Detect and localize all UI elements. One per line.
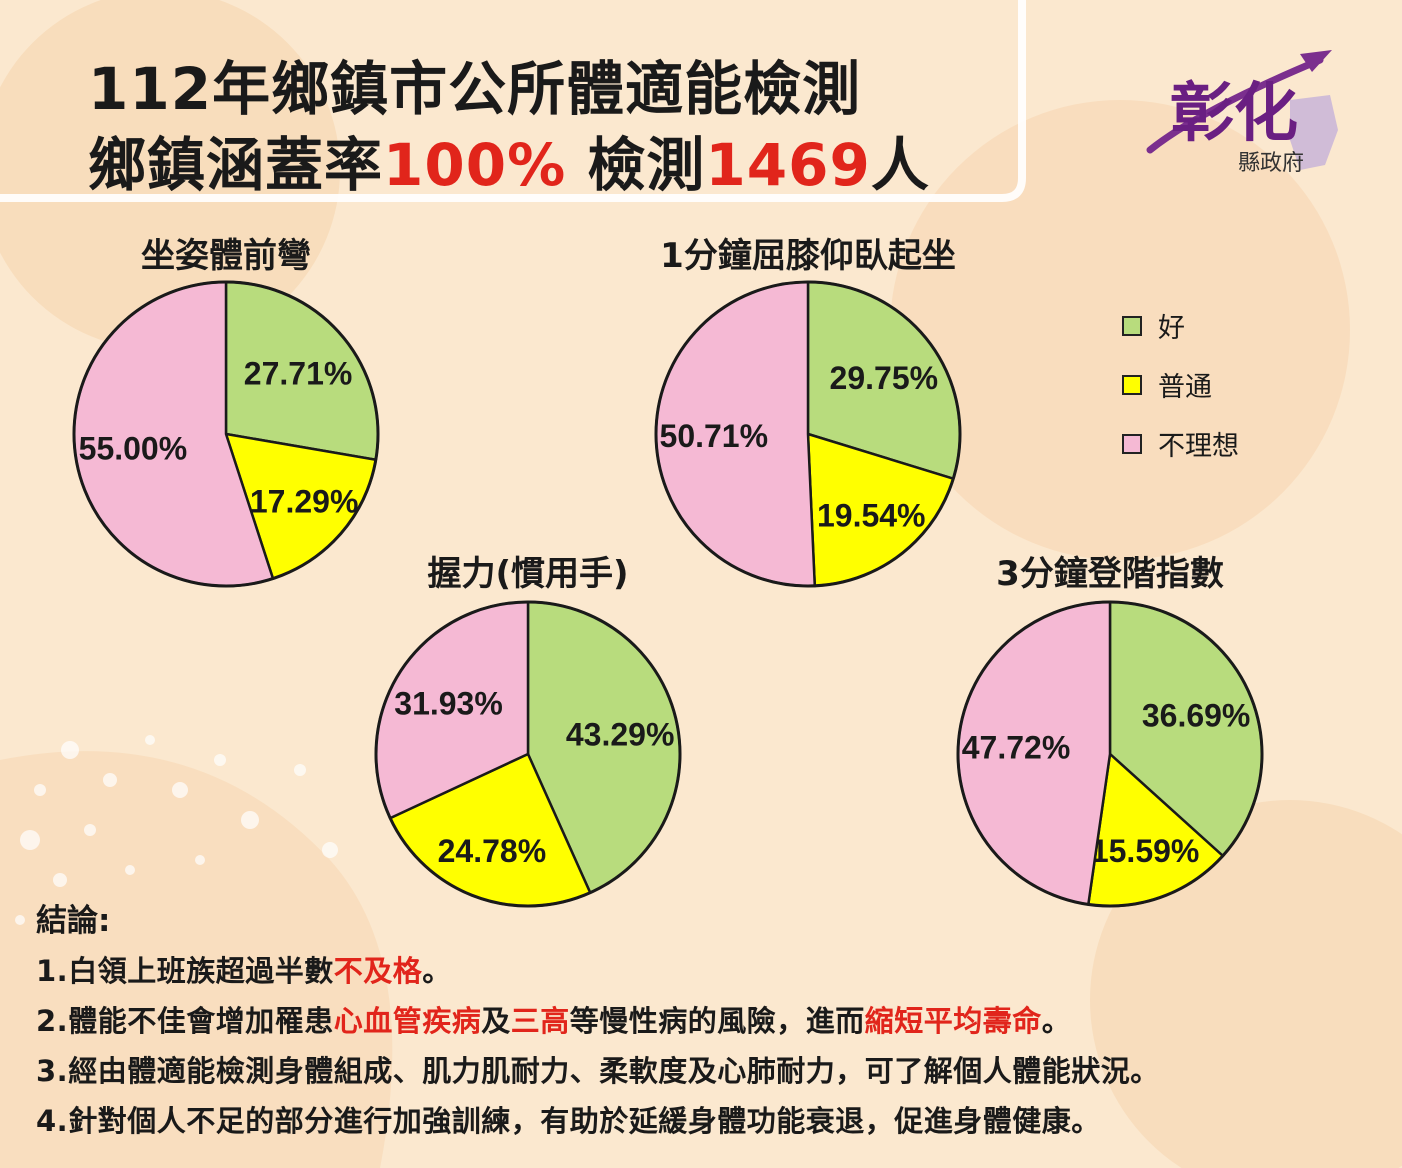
pie-outline <box>956 600 1264 908</box>
pie-label-average: 24.78% <box>438 833 547 869</box>
page-title-line1: 112年鄉鎮市公所體適能檢測 <box>88 55 862 123</box>
chart-title-sit-and-reach: 坐姿體前彎 <box>141 236 311 276</box>
conclusion-line-4: 4.針對個人不足的部分進行加強訓練，有助於延緩身體功能衰退，促進身體健康。 <box>36 1096 1160 1146</box>
conclusion-section: 結論: 1.白領上班族超過半數不及格。 2.體能不佳會增加罹患心血管疾病及三高等… <box>36 895 1160 1146</box>
legend: 好 普通 不理想 <box>1122 296 1239 473</box>
legend-swatch-poor <box>1122 433 1142 454</box>
legend-item-poor: 不理想 <box>1122 414 1239 473</box>
chart-title-grip-strength: 握力(慣用手) <box>427 554 629 594</box>
conclusion-line-2-segment-3: 三高 <box>510 1004 570 1038</box>
conclusion-line-1-segment-1: 不及格 <box>333 954 423 988</box>
title-line2-segment-3: 1469 <box>705 131 871 199</box>
pie-chart-situps: 29.75% 19.54% 50.71% <box>654 280 962 588</box>
pie-outline <box>72 280 380 588</box>
pie-label-good: 36.69% <box>1142 698 1251 734</box>
logo-graphic: 彰化 縣政府 <box>1146 50 1338 176</box>
conclusion-line-2-segment-2: 及 <box>481 1004 511 1038</box>
pie-label-poor: 31.93% <box>394 685 503 721</box>
conclusion-line-2-segment-5: 縮短平均壽命 <box>864 1004 1042 1038</box>
pie-label-average: 15.59% <box>1091 833 1200 869</box>
title-line2-segment-0: 鄉鎮涵蓋率 <box>88 131 384 199</box>
logo-sub-text: 縣政府 <box>1238 151 1304 176</box>
legend-label-poor: 不理想 <box>1158 431 1239 462</box>
conclusion-line-3: 3.經由體適能檢測身體組成、肌力肌耐力、柔軟度及心肺耐力，可了解個人體能狀況。 <box>36 1046 1160 1096</box>
pie-outline <box>654 280 962 588</box>
pie-label-average: 19.54% <box>817 498 926 534</box>
legend-swatch-good <box>1122 315 1142 336</box>
conclusion-line-2-segment-4: 等慢性病的風險，進而 <box>569 1004 865 1038</box>
conclusion-line-3-segment-0: 3.經由體適能檢測身體組成、肌力肌耐力、柔軟度及心肺耐力，可了解個人體能狀況。 <box>36 1054 1160 1088</box>
legend-label-average: 普通 <box>1158 372 1212 403</box>
pie-label-poor: 47.72% <box>962 729 1071 765</box>
pie-chart-sit-and-reach: 27.71% 17.29% 55.00% <box>72 280 380 588</box>
chart-title-situps: 1分鐘屈膝仰臥起坐 <box>660 236 956 276</box>
logo-main-text: 彰化 <box>1170 76 1298 151</box>
title-line2-segment-1: 100% <box>383 131 567 199</box>
pie-label-poor: 50.71% <box>660 418 769 454</box>
pie-label-average: 17.29% <box>250 484 359 520</box>
pie-label-poor: 55.00% <box>79 431 188 467</box>
pie-chart-grip-strength: 43.29% 24.78% 31.93% <box>374 600 682 908</box>
conclusion-line-2-segment-6: 。 <box>1041 1004 1072 1038</box>
pie-label-good: 27.71% <box>244 355 353 391</box>
pie-label-good: 29.75% <box>830 360 939 396</box>
conclusion-line-1-segment-0: 1.白領上班族超過半數 <box>36 954 334 988</box>
conclusion-line-1: 1.白領上班族超過半數不及格。 <box>36 946 1160 996</box>
legend-item-good: 好 <box>1122 296 1239 355</box>
legend-swatch-average <box>1122 374 1142 395</box>
conclusion-line-1-segment-2: 。 <box>422 954 452 988</box>
pie-label-good: 43.29% <box>566 716 675 752</box>
pie-outline <box>374 600 682 908</box>
legend-item-average: 普通 <box>1122 355 1239 414</box>
title-line2-segment-4: 人 <box>870 131 930 199</box>
conclusion-line-2-segment-1: 心血管疾病 <box>333 1004 482 1038</box>
conclusion-line-2: 2.體能不佳會增加罹患心血管疾病及三高等慢性病的風險，進而縮短平均壽命。 <box>36 996 1160 1046</box>
legend-label-good: 好 <box>1158 313 1185 344</box>
page-title-line2: 鄉鎮涵蓋率100% 檢測1469人 <box>88 118 930 202</box>
title-line2-segment-2: 檢測 <box>566 131 706 199</box>
conclusion-line-4-segment-0: 4.針對個人不足的部分進行加強訓練，有助於延緩身體功能衰退，促進身體健康。 <box>36 1104 1101 1138</box>
chart-title-step-test: 3分鐘登階指數 <box>996 554 1224 594</box>
conclusion-heading: 結論: <box>36 903 111 939</box>
changhua-logo: 彰化 縣政府 <box>1140 40 1360 190</box>
pie-chart-step-test: 36.69% 15.59% 47.72% <box>956 600 1264 908</box>
conclusion-line-2-segment-0: 2.體能不佳會增加罹患 <box>36 1004 334 1038</box>
